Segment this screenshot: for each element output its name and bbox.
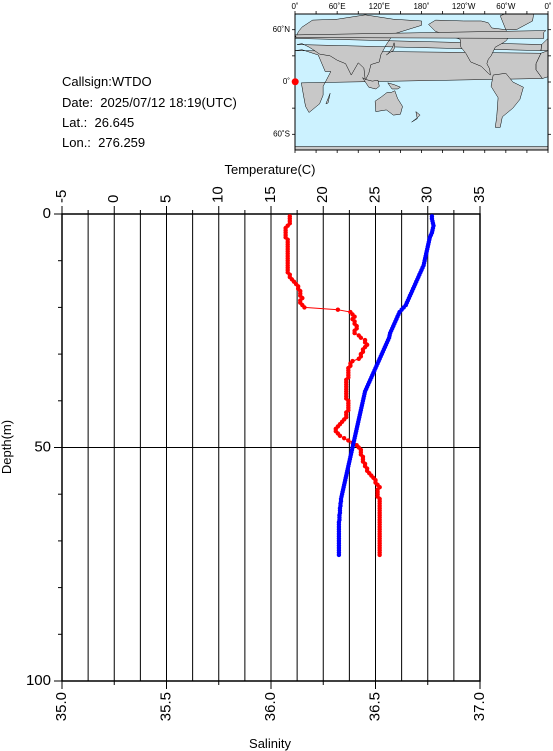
latitude-label: Lat.: 26.645 (62, 115, 135, 130)
map-longitude-label: 120˚E (369, 2, 390, 11)
map-latitude-label: 60˚S (273, 129, 290, 138)
land-greenland (499, 14, 534, 30)
map-latitude-label: 0˚ (283, 77, 290, 86)
map-longitude-label: 0˚ (291, 2, 298, 11)
temperature-tick-label: 35 (471, 186, 488, 203)
date-label: Date: 2025/07/12 18:19(UTC) (62, 95, 237, 110)
map-graticule-ticks (292, 11, 551, 153)
depth-axis-title: Depth(m) (0, 420, 14, 474)
salinity-point (358, 335, 364, 340)
land-uk (295, 30, 547, 39)
land-europe-west (540, 38, 548, 51)
salinity-point (337, 433, 343, 439)
salinity-tick-label: 35.0 (53, 692, 70, 721)
salinity-tick-labels: 35.0 35.5 36.0 36.5 37.0 (53, 692, 488, 721)
land-australia (374, 90, 403, 116)
depth-tick-label: 0 (43, 205, 51, 222)
longitude-label: Lon.: 276.259 (62, 135, 146, 150)
temperature-tick-label: 5 (157, 195, 174, 203)
salinity-point (377, 552, 382, 558)
temperature-tick-label: 0 (105, 195, 122, 203)
land-southamerica (490, 73, 524, 128)
land-eurasia (295, 14, 542, 82)
salinity-tick-label: 36.0 (262, 692, 279, 721)
map-land (295, 14, 548, 150)
world-map: 0˚ 60˚E 120˚E 180˚ 120˚W 60˚W 0˚ 60˚N 0˚ 60˚S (273, 2, 552, 153)
salinity-point (335, 307, 341, 312)
land-africa-west (535, 50, 548, 79)
salinity-point (352, 330, 357, 336)
temperature-tick-label: 30 (419, 186, 436, 203)
callsign-label: Callsign:WTDO (62, 74, 152, 89)
salinity-axis-title: Salinity (249, 736, 291, 751)
map-longitude-label: 120˚W (452, 2, 476, 11)
map-latitude-label: 60˚N (273, 25, 291, 34)
land-nz (411, 110, 421, 123)
salinity-tick-label: 36.5 (366, 692, 383, 721)
temperature-axis-title: Temperature(C) (224, 162, 315, 177)
map-longitude-label: 60˚W (496, 2, 516, 11)
land-japan (386, 42, 396, 56)
data-series (283, 214, 436, 558)
temperature-tick-label: 25 (366, 186, 383, 203)
land-newguinea (387, 82, 401, 90)
land-antarctica-strip (295, 146, 548, 150)
map-longitude-label: 0˚ (544, 2, 551, 11)
salinity-series (283, 214, 382, 558)
map-longitude-label: 180˚ (413, 2, 429, 11)
salinity-point (356, 356, 361, 361)
salinity-point (341, 435, 347, 441)
temperature-series (336, 214, 436, 558)
station-location-marker (291, 78, 299, 86)
salinity-tick-label: 35.5 (157, 692, 174, 721)
temperature-tick-label: 15 (262, 186, 279, 203)
temperature-tick-label: 20 (314, 186, 331, 203)
depth-tick-label: 50 (34, 438, 51, 455)
temperature-tick-label: 10 (210, 186, 227, 203)
temperature-tick-labels: -5 0 5 10 15 20 25 30 35 (53, 186, 488, 203)
depth-tick-labels: 0 50 100 (26, 205, 51, 689)
land-madagascar (325, 93, 331, 105)
temperature-tick-label: -5 (53, 190, 70, 203)
salinity-tick-label: 37.0 (471, 692, 488, 721)
map-longitude-label: 60˚E (329, 2, 346, 11)
salinity-point (302, 305, 307, 310)
land-indonesia (362, 77, 380, 90)
axis-ticks (54, 206, 481, 689)
salinity-point (346, 438, 351, 443)
temperature-point (336, 552, 342, 558)
depth-tick-label: 100 (26, 672, 51, 689)
